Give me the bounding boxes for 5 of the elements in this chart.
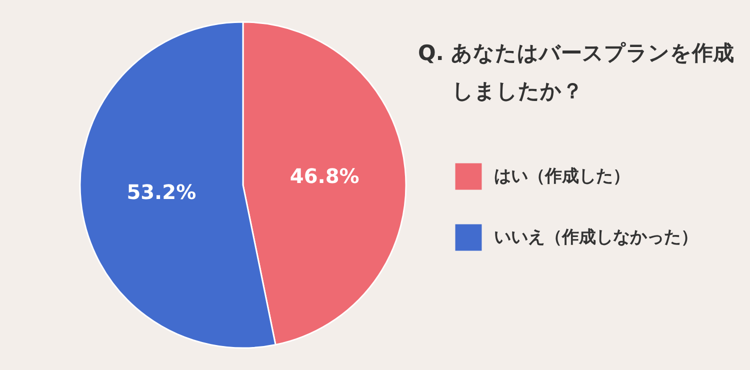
data-label: 53.2% (126, 180, 196, 204)
legend-label: はい（作成した） (494, 166, 630, 186)
text: Q. あなたはバースプランを作成しましたか？ (418, 40, 736, 105)
data-label: 46.8% (290, 164, 360, 188)
legend-label: いいえ（作成しなかった） (494, 228, 698, 248)
